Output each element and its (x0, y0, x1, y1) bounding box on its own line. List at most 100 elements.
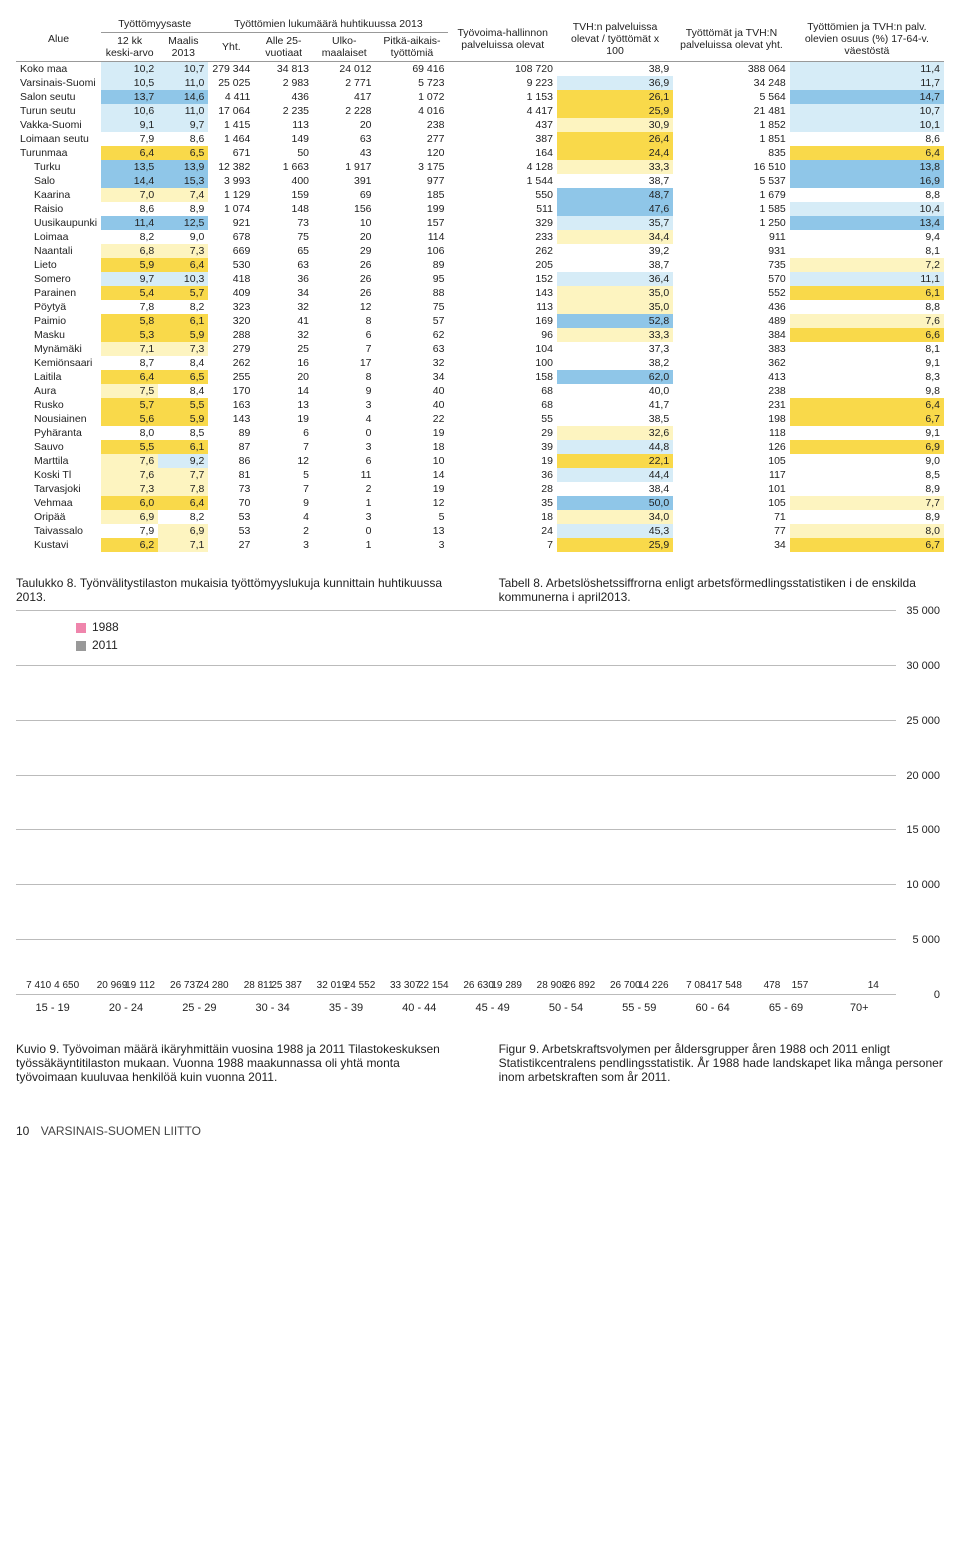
bar-value-label: 24 552 (345, 980, 376, 991)
table-row: Varsinais-Suomi10,511,025 0252 9832 7715… (16, 76, 944, 90)
row-name: Vehmaa (16, 496, 101, 510)
table-row: Vakka-Suomi9,19,71 4151132023843730,91 8… (16, 118, 944, 132)
table-row: Turunmaa6,46,5671504312016424,48356,4 (16, 146, 944, 160)
col-yht: Yht. (208, 33, 254, 62)
col-maalis: Maalis 2013 (158, 33, 208, 62)
bar-value-label: 7 084 (686, 980, 711, 991)
table-row: Masku5,35,9288326629633,33846,6 (16, 328, 944, 342)
col-alle25: Alle 25-vuotiaat (254, 33, 313, 62)
row-name: Tarvasjoki (16, 482, 101, 496)
col-pitka: Pitkä-aikais-työttömiä (376, 33, 449, 62)
x-axis-label: 65 - 69 (749, 1002, 822, 1014)
x-axis-label: 35 - 39 (309, 1002, 382, 1014)
table-row: Laitila6,46,52552083415862,04138,3 (16, 370, 944, 384)
table-row: Koko maa10,210,7279 34434 81324 01269 41… (16, 62, 944, 77)
gridline: 15 000 (16, 829, 896, 830)
row-name: Pöytyä (16, 300, 101, 314)
page-footer: 10 VARSINAIS-SUOMEN LIITTO (16, 1124, 944, 1138)
gridline: 20 000 (16, 775, 896, 776)
table-row: Aura7,58,4170149406840,02389,8 (16, 384, 944, 398)
gridline: 30 000 (16, 665, 896, 666)
bar-value-label: 28 811 (244, 980, 274, 991)
table-row: Rusko5,75,5163133406841,72316,4 (16, 398, 944, 412)
x-axis-label: 40 - 44 (383, 1002, 456, 1014)
row-name: Taivassalo (16, 524, 101, 538)
row-name: Koski Tl (16, 468, 101, 482)
row-name: Kaarina (16, 188, 101, 202)
bar-value-label: 26 892 (565, 980, 596, 991)
col-alue: Alue (16, 16, 101, 62)
y-axis-label: 30 000 (906, 660, 940, 672)
x-axis-label: 70+ (823, 1002, 896, 1014)
row-name: Sauvo (16, 440, 101, 454)
table-row: Somero9,710,341836269515236,457011,1 (16, 272, 944, 286)
unemployment-table: Alue Työttömyysaste Työttömien lukumäärä… (16, 16, 944, 552)
row-name: Turku (16, 160, 101, 174)
table-row: Pyhäranta8,08,58960192932,61189,1 (16, 426, 944, 440)
bar-value-label: 26 700 (610, 980, 641, 991)
gridline: 35 000 (16, 610, 896, 611)
table-row: Tarvasjoki7,37,87372192838,41018,9 (16, 482, 944, 496)
row-name: Parainen (16, 286, 101, 300)
table-row: Taivassalo7,96,95320132445,3778,0 (16, 524, 944, 538)
table-caption-left: Taulukko 8. Työnvälitystilaston mukaisia… (16, 576, 461, 604)
bar-value-label: 22 154 (418, 980, 449, 991)
bar-value-label: 28 908 (537, 980, 568, 991)
row-name: Naantali (16, 244, 101, 258)
col-tvhn: TVH:n palveluissa olevat / työttömät x 1… (557, 16, 673, 62)
bar-value-label: 157 (792, 980, 809, 991)
row-name: Raisio (16, 202, 101, 216)
y-axis-label: 0 (934, 989, 940, 1001)
table-row: Naantali6,87,3669652910626239,29318,1 (16, 244, 944, 258)
gridline: 10 000 (16, 884, 896, 885)
bar-value-label: 4 650 (54, 980, 79, 991)
col-osuus: Työttömien ja TVH:n palv. olevien osuus … (790, 16, 944, 62)
row-name: Aura (16, 384, 101, 398)
row-name: Rusko (16, 398, 101, 412)
row-name: Koko maa (16, 62, 101, 77)
gridline: 25 000 (16, 720, 896, 721)
x-axis-label: 30 - 34 (236, 1002, 309, 1014)
row-name: Varsinais-Suomi (16, 76, 101, 90)
table-row: Uusikaupunki11,412,5921731015732935,71 2… (16, 216, 944, 230)
gridline: 0 (16, 994, 896, 995)
table-caption-right: Tabell 8. Arbetslöshetssiffrorna enligt … (499, 576, 944, 604)
chart-plot-area: 7 4104 65020 96919 11226 73724 28028 811… (16, 610, 896, 994)
chart-caption-left: Kuvio 9. Työvoiman määrä ikäryhmittäin v… (16, 1042, 461, 1084)
x-axis-label: 25 - 29 (163, 1002, 236, 1014)
table-row: Turun seutu10,611,017 0642 2352 2284 016… (16, 104, 944, 118)
y-axis-label: 10 000 (906, 879, 940, 891)
row-name: Uusikaupunki (16, 216, 101, 230)
row-name: Vakka-Suomi (16, 118, 101, 132)
table-row: Mynämäki7,17,32792576310437,33838,1 (16, 342, 944, 356)
table-row: Nousiainen5,65,9143194225538,51986,7 (16, 412, 944, 426)
y-axis-label: 15 000 (906, 824, 940, 836)
row-name: Oripää (16, 510, 101, 524)
bar-value-label: 25 387 (271, 980, 302, 991)
chart-caption-right: Figur 9. Arbetskraftsvolymen per åldersg… (499, 1042, 944, 1084)
bar-value-label: 19 289 (491, 980, 522, 991)
table-row: Raisio8,68,91 07414815619951147,61 58510… (16, 202, 944, 216)
table-row: Pöytyä7,88,232332127511335,04368,8 (16, 300, 944, 314)
chart-bars: 7 4104 65020 96919 11226 73724 28028 811… (16, 610, 896, 994)
col-ulko: Ulko-maalaiset (313, 33, 376, 62)
x-axis-label: 45 - 49 (456, 1002, 529, 1014)
y-axis-label: 35 000 (906, 605, 940, 617)
col-tyottomyysaste: Työttömyysaste (101, 16, 208, 33)
table-row: Oripää6,98,2534351834,0718,9 (16, 510, 944, 524)
bar-value-label: 26 630 (463, 980, 494, 991)
bar-value-label: 24 280 (198, 980, 229, 991)
bar-value-label: 478 (764, 980, 781, 991)
bar-value-label: 32 019 (317, 980, 348, 991)
y-axis-label: 20 000 (906, 770, 940, 782)
bar-value-label: 26 737 (170, 980, 201, 991)
footer-org: VARSINAIS-SUOMEN LIITTO (41, 1124, 201, 1138)
col-tyovoima: Työvoima-hallinnon palveluissa olevat (448, 16, 557, 62)
col-kk12: 12 kk keski-arvo (101, 33, 158, 62)
table-row: Sauvo5,56,18773183944,81266,9 (16, 440, 944, 454)
row-name: Turun seutu (16, 104, 101, 118)
row-name: Loimaa (16, 230, 101, 244)
row-name: Somero (16, 272, 101, 286)
row-name: Marttila (16, 454, 101, 468)
gridline: 5 000 (16, 939, 896, 940)
